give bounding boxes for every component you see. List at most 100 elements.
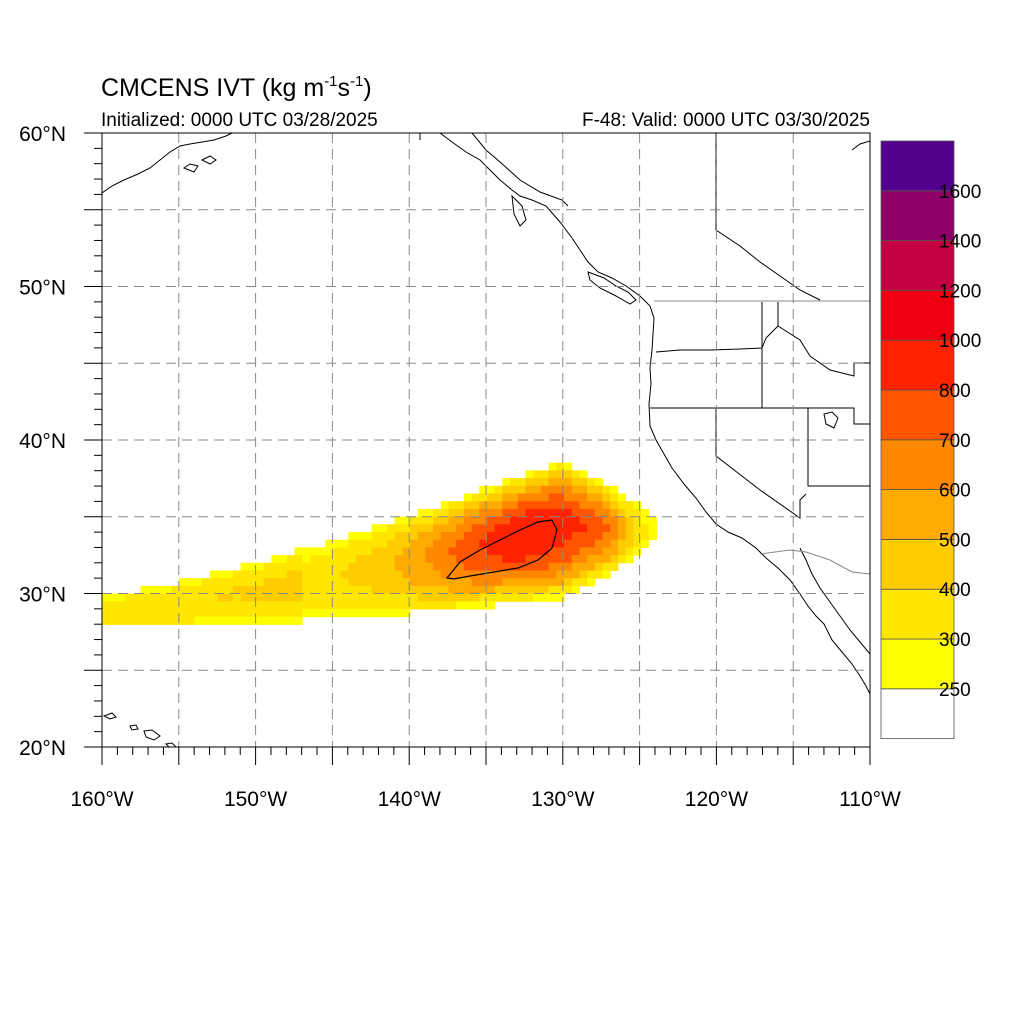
ivt-cell	[379, 539, 388, 548]
ivt-cell	[564, 493, 573, 502]
ivt-cell	[571, 478, 580, 487]
ivt-cell	[356, 578, 365, 587]
ivt-cell	[402, 578, 411, 587]
ivt-cell	[348, 547, 357, 556]
ivt-cell	[433, 593, 442, 602]
lat-tick-label: 40°N	[19, 430, 66, 453]
ivt-cell	[209, 578, 218, 587]
ivt-cell	[333, 593, 342, 602]
ivt-cell	[209, 609, 218, 618]
colorbar-swatch	[880, 688, 955, 739]
ivt-cell	[410, 532, 419, 541]
ivt-cell	[456, 585, 465, 595]
ivt-cell	[302, 555, 311, 564]
ivt-cell	[394, 578, 403, 587]
ivt-cell	[394, 609, 403, 618]
canada-interior-border	[715, 133, 821, 301]
ivt-cell	[433, 585, 442, 595]
colorbar-swatch	[880, 140, 955, 192]
ivt-cell	[179, 578, 188, 587]
colorbar-label: 1000	[939, 331, 981, 352]
ivt-cell	[333, 562, 342, 571]
ivt-cell	[309, 570, 319, 579]
ivt-cell	[479, 555, 488, 564]
ivt-cell	[417, 532, 426, 541]
ivt-cell	[194, 578, 203, 587]
ivt-cell	[463, 601, 473, 610]
ivt-cell	[440, 578, 449, 587]
ivt-cell	[194, 601, 203, 610]
ivt-cell	[617, 493, 627, 502]
ivt-cell	[325, 585, 334, 595]
ivt-cell	[286, 609, 295, 618]
ivt-cell	[433, 516, 442, 525]
ivt-cell	[502, 478, 511, 487]
ivt-cell	[602, 501, 611, 510]
ivt-cell	[271, 578, 280, 587]
ivt-cell	[433, 578, 442, 587]
ivt-cell	[348, 585, 357, 595]
ivt-cell	[402, 516, 411, 525]
ivt-cell	[209, 593, 218, 602]
ivt-cell	[394, 555, 403, 564]
ivt-cell	[117, 609, 126, 618]
ivt-cell	[556, 555, 565, 564]
ivt-cell	[333, 547, 342, 556]
ivt-cell	[448, 539, 457, 548]
ivt-cell	[294, 570, 303, 579]
ivt-cell	[302, 585, 311, 595]
colorbar-label: 500	[939, 530, 971, 551]
ivt-cell	[386, 524, 396, 533]
ivt-cell	[386, 547, 396, 556]
ivt-cell	[217, 585, 226, 595]
ivt-cell	[494, 485, 503, 494]
ivt-cell	[564, 532, 573, 541]
ivt-cell	[440, 601, 449, 610]
ivt-cell	[579, 524, 588, 533]
ivt-cell	[348, 562, 357, 571]
ivt-cell	[479, 485, 488, 494]
ivt-cell	[433, 570, 442, 579]
ivt-cell	[533, 508, 542, 518]
ivt-cell	[263, 562, 272, 571]
ivt-cell	[302, 609, 311, 618]
ivt-cell	[109, 616, 118, 625]
ivt-cell	[510, 593, 519, 602]
ivt-cell	[487, 501, 496, 510]
ivt-cell	[556, 578, 565, 587]
ivt-cell	[587, 485, 596, 494]
ivt-cell	[579, 539, 588, 548]
ivt-cell	[602, 570, 611, 579]
ivt-cell	[533, 539, 542, 548]
ivt-cell	[179, 601, 188, 610]
ivt-cell	[433, 601, 442, 610]
ivt-cell	[571, 516, 580, 525]
ivt-cell	[440, 562, 449, 571]
ivt-cell	[356, 532, 365, 541]
ivt-cell	[394, 585, 403, 595]
ivt-cell	[263, 616, 272, 625]
ivt-cell	[471, 508, 480, 518]
ivt-cell	[109, 601, 118, 610]
ivt-cell	[571, 508, 580, 518]
ivt-cell	[602, 555, 611, 564]
ivt-cell	[102, 616, 111, 625]
ivt-cell	[579, 532, 588, 541]
ivt-cell	[525, 485, 534, 494]
ivt-cell	[587, 524, 596, 533]
ivt-cell	[510, 493, 519, 502]
ivt-cell	[286, 601, 295, 610]
ivt-cell	[163, 585, 172, 595]
ivt-cell	[440, 516, 449, 525]
ivt-cell	[225, 601, 234, 610]
ivt-cell	[417, 516, 426, 525]
ivt-cell	[417, 601, 426, 610]
chart-title: CMCENS IVT (kg m-1s-1)	[101, 73, 372, 102]
ivt-cell	[440, 508, 449, 518]
ivt-cell	[448, 593, 457, 602]
ivt-cell	[179, 616, 188, 625]
ivt-cell	[379, 532, 388, 541]
ivt-cell	[625, 516, 634, 525]
ivt-cell	[102, 593, 111, 602]
ivt-cell	[564, 555, 573, 564]
